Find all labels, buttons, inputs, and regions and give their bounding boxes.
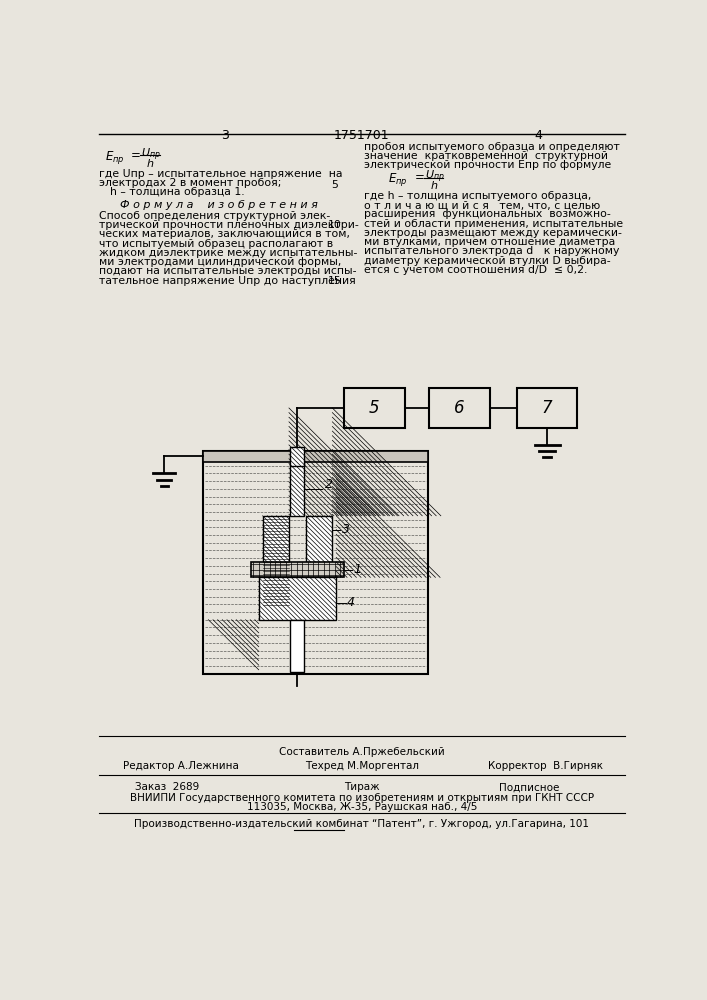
Text: $U_{пр}$: $U_{пр}$ [141, 147, 161, 163]
Text: тательное напряжение Uпр до наступления: тательное напряжение Uпр до наступления [99, 276, 356, 286]
Text: $h$: $h$ [146, 157, 154, 169]
Text: Редактор А.Лежнина: Редактор А.Лежнина [124, 761, 239, 771]
Text: Подписное: Подписное [499, 782, 559, 792]
Text: 10: 10 [328, 220, 341, 230]
Bar [259, 577, 337, 620]
Text: ческих материалов, заключающийся в том,: ческих материалов, заключающийся в том, [99, 229, 350, 239]
Text: h – толщина образца 1.: h – толщина образца 1. [110, 187, 245, 197]
Bar [429, 388, 490, 428]
Text: электродах 2 в момент пробоя;: электродах 2 в момент пробоя; [99, 178, 281, 188]
Text: подают на испытательные электроды испы-: подают на испытательные электроды испы- [99, 266, 357, 276]
Bar [251, 562, 344, 577]
Text: где h – толщина испытуемого образца,: где h – толщина испытуемого образца, [364, 191, 592, 201]
Text: Способ определения структурной элек-: Способ определения структурной элек- [99, 211, 330, 221]
Text: ми электродами цилиндрической формы,: ми электродами цилиндрической формы, [99, 257, 341, 267]
Bar [203, 451, 428, 462]
Text: ется с учетом соотношения d/D  ≤ 0,2.: ется с учетом соотношения d/D ≤ 0,2. [364, 265, 588, 275]
Text: 4: 4 [347, 596, 355, 609]
Text: где Uпр – испытательное напряжение  на: где Uпр – испытательное напряжение на [99, 169, 343, 179]
Text: 1: 1 [354, 563, 361, 576]
Text: Корректор  В.Гирняк: Корректор В.Гирняк [488, 761, 603, 771]
Text: диаметру керамической втулки D выбира-: диаметру керамической втулки D выбира- [364, 256, 611, 266]
Text: электрической прочности Eпр по формуле: электрической прочности Eпр по формуле [364, 160, 612, 170]
Text: Техред М.Моргентал: Техред М.Моргентал [305, 761, 419, 771]
Text: значение  кратковременной  структурной: значение кратковременной структурной [364, 151, 608, 161]
Text: ми втулками, причем отношение диаметра: ми втулками, причем отношение диаметра [364, 237, 616, 247]
Text: 3: 3 [341, 523, 350, 536]
Text: о т л и ч а ю щ и й с я   тем, что, с целью: о т л и ч а ю щ и й с я тем, что, с цель… [364, 200, 600, 210]
Bar [291, 620, 305, 672]
Text: Производственно-издательский комбинат “Патент”, г. Ужгород, ул.Гагарина, 101: Производственно-издательский комбинат “П… [134, 819, 590, 829]
Text: $U_{пр}$: $U_{пр}$ [425, 169, 445, 185]
Text: Заказ  2689: Заказ 2689 [135, 782, 199, 792]
Text: 6: 6 [455, 399, 465, 417]
Text: 113035, Москва, Ж-35, Раушская наб., 4/5: 113035, Москва, Ж-35, Раушская наб., 4/5 [247, 802, 477, 812]
Text: электроды размещают между керамически-: электроды размещают между керамически- [364, 228, 622, 238]
Text: $h$: $h$ [430, 179, 438, 191]
Text: пробоя испытуемого образца и определяют: пробоя испытуемого образца и определяют [364, 142, 620, 152]
Bar [306, 516, 332, 562]
Text: 2: 2 [325, 478, 332, 491]
Text: жидком диэлектрике между испытательны-: жидком диэлектрике между испытательны- [99, 248, 358, 258]
Text: Тираж: Тираж [344, 782, 380, 792]
Text: 15: 15 [328, 276, 341, 286]
Text: $E_{пр}$: $E_{пр}$ [387, 171, 407, 188]
Bar [262, 516, 289, 562]
Text: расширения  функциональных  возможно-: расширения функциональных возможно- [364, 209, 611, 219]
Bar [291, 447, 305, 466]
Bar [517, 388, 578, 428]
Bar [203, 451, 428, 674]
Text: трической прочности пленочных диэлектри-: трической прочности пленочных диэлектри- [99, 220, 359, 230]
Text: испытательного электрода d   к наружному: испытательного электрода d к наружному [364, 246, 619, 256]
Text: =: = [414, 171, 424, 184]
Text: стей и области применения, испытательные: стей и области применения, испытательные [364, 219, 624, 229]
Text: 3: 3 [221, 129, 228, 142]
Text: $E_{пр}$: $E_{пр}$ [105, 149, 125, 166]
Text: 5: 5 [369, 399, 380, 417]
Text: =: = [131, 149, 141, 162]
Text: что испытуемый образец располагают в: что испытуемый образец располагают в [99, 239, 333, 249]
Text: 7: 7 [542, 399, 552, 417]
Text: 5: 5 [332, 180, 338, 190]
Text: Составитель А.Пржебельский: Составитель А.Пржебельский [279, 747, 445, 757]
Text: Ф о р м у л а    и з о б р е т е н и я: Ф о р м у л а и з о б р е т е н и я [119, 200, 317, 210]
Bar [291, 462, 305, 516]
Text: ВНИИПИ Государственного комитета по изобретениям и открытиям при ГКНТ СССР: ВНИИПИ Государственного комитета по изоб… [130, 793, 594, 803]
Bar [344, 388, 404, 428]
Text: 4: 4 [534, 129, 542, 142]
Text: 1751701: 1751701 [334, 129, 390, 142]
